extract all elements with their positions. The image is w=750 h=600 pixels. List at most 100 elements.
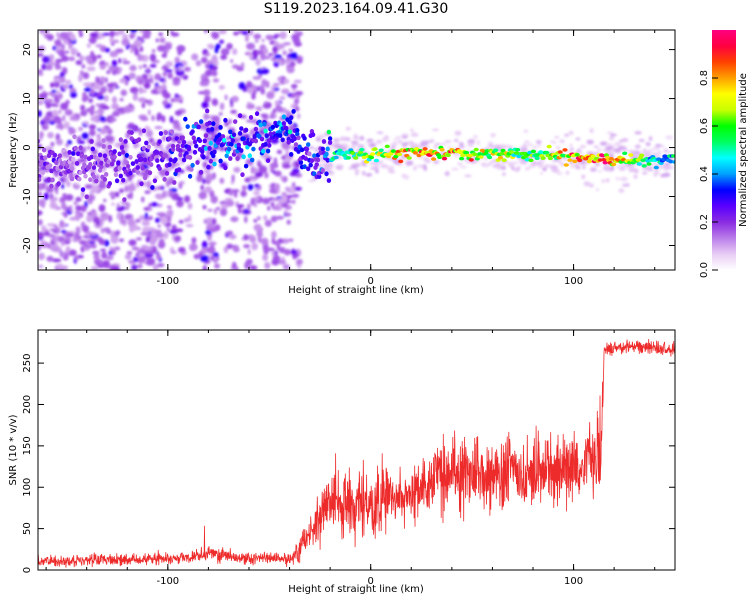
ridge-blob	[422, 147, 428, 151]
ridge-blob	[254, 111, 260, 117]
noise-blob	[281, 88, 290, 95]
ridge-blob	[121, 177, 126, 183]
colorbar-tick-label: 0.6	[699, 118, 710, 134]
halo-blob	[555, 145, 561, 150]
halo-blob	[642, 172, 648, 175]
noise-blob	[290, 249, 298, 255]
noise-blob	[154, 193, 164, 199]
ridge-blob	[493, 148, 499, 152]
noise-blob	[191, 53, 199, 61]
noise-blob	[207, 208, 213, 212]
halo-blob	[451, 167, 459, 171]
noise-blob	[137, 263, 143, 269]
ridge-blob	[118, 137, 124, 143]
noise-blob	[143, 78, 153, 83]
noise-blob	[69, 216, 78, 221]
halo-blob	[403, 174, 410, 180]
noise-blob	[230, 146, 234, 151]
noise-blob	[287, 93, 292, 97]
y-tick-label: 250	[22, 354, 33, 373]
ridge-blob	[74, 161, 80, 166]
ridge-blob	[567, 158, 573, 162]
ridge-blob	[370, 152, 376, 156]
ridge-blob	[134, 159, 139, 164]
halo-blob	[464, 174, 472, 178]
noise-blob	[285, 110, 291, 115]
ridge-blob	[653, 165, 659, 170]
noise-blob	[211, 115, 220, 122]
noise-blob	[93, 83, 101, 91]
ridge-blob	[390, 149, 396, 153]
noise-blob	[41, 225, 47, 233]
ridge-blob	[473, 147, 479, 152]
noise-blob	[219, 208, 228, 217]
ridge-blob	[175, 143, 181, 149]
ridge-blob	[211, 121, 216, 127]
snr-y-axis-label: SNR (10 * v/v)	[8, 414, 19, 485]
ridge-blob	[101, 144, 106, 149]
ridge-blob	[557, 150, 563, 154]
noise-blob	[75, 60, 83, 66]
halo-blob	[576, 148, 582, 152]
halo-blob	[382, 136, 387, 142]
halo-blob	[365, 173, 373, 177]
noise-blob	[220, 54, 228, 60]
noise-blob	[47, 243, 51, 249]
noise-blob	[207, 43, 213, 49]
ridge-blob	[265, 148, 271, 154]
halo-blob	[537, 144, 542, 147]
ridge-blob	[309, 158, 315, 164]
x-tick-label: 0	[368, 276, 374, 287]
ridge-blob	[83, 173, 88, 179]
noise-blob	[269, 188, 277, 194]
ridge-blob	[178, 148, 183, 153]
y-tick-label: 100	[22, 478, 33, 497]
noise-blob	[174, 110, 183, 116]
ridge-blob	[200, 149, 205, 154]
ridge-blob	[497, 155, 504, 160]
noise-blob	[270, 201, 275, 208]
colorbar-label: Normalized spectral amplitude	[738, 73, 749, 227]
ridge-blob	[468, 158, 474, 162]
noise-blob	[109, 36, 114, 44]
noise-blob	[161, 66, 169, 70]
noise-blob	[98, 217, 108, 222]
noise-blob	[176, 197, 184, 201]
noise-blob	[109, 50, 119, 58]
ridge-blob	[223, 165, 228, 171]
noise-blob	[156, 263, 165, 268]
noise-blob	[275, 215, 284, 220]
ridge-blob	[206, 164, 211, 170]
noise-blob	[68, 127, 76, 135]
noise-blob	[162, 100, 169, 106]
noise-blob	[216, 206, 220, 211]
ridge-blob	[203, 133, 209, 139]
noise-blob	[227, 118, 233, 125]
halo-blob	[328, 162, 334, 168]
noise-blob	[65, 80, 72, 84]
noise-blob	[90, 88, 95, 96]
halo-blob	[606, 131, 614, 134]
ridge-blob	[135, 169, 140, 175]
noise-blob	[38, 210, 43, 216]
noise-blob	[44, 98, 54, 103]
ridge-blob	[139, 156, 144, 162]
noise-blob	[209, 228, 218, 233]
ridge-blob	[534, 156, 540, 161]
ridge-blob	[198, 169, 204, 175]
halo-blob	[595, 188, 599, 192]
noise-blob	[82, 72, 90, 80]
noise-blob	[107, 128, 113, 136]
halo-blob	[616, 164, 623, 170]
ridge-blob	[164, 171, 170, 176]
noise-blob	[211, 69, 218, 77]
noise-blob	[111, 111, 120, 117]
halo-blob	[643, 152, 651, 156]
ridge-blob	[460, 153, 466, 158]
noise-blob	[175, 69, 185, 77]
halo-blob	[444, 171, 450, 177]
noise-blob	[139, 46, 144, 53]
noise-blob	[121, 38, 130, 46]
